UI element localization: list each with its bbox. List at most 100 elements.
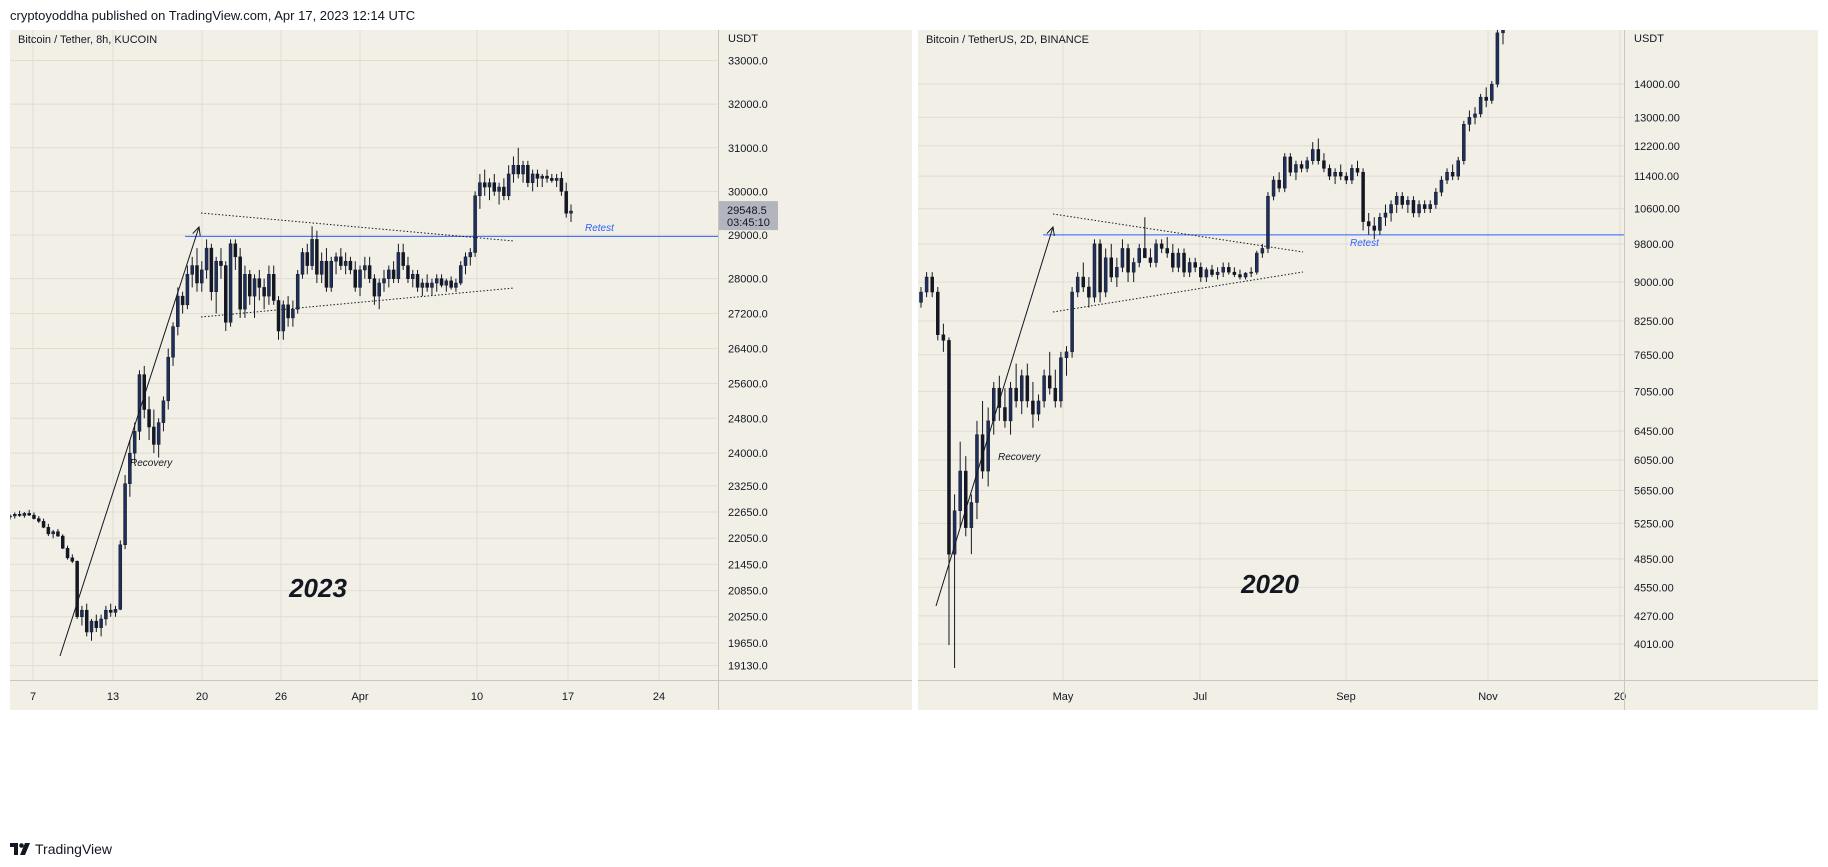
candle-body	[1467, 117, 1472, 125]
chart-2023[interactable]: 19130.0 19650.0 20250.0 20850.0 21450.0 22050…	[10, 30, 912, 830]
y-tick-label: 11400.00	[1634, 171, 1679, 183]
candle-body	[80, 609, 84, 617]
candle	[32, 512, 36, 520]
candle-body	[420, 282, 425, 288]
candle	[343, 252, 348, 275]
last-price-box	[719, 201, 778, 231]
price-axis-area	[718, 30, 912, 680]
triangle-trendline	[1052, 213, 1304, 253]
candle-body	[530, 173, 535, 183]
candle-body	[51, 531, 55, 535]
candle	[1159, 239, 1164, 254]
candle-body	[1439, 179, 1444, 193]
candle	[478, 173, 482, 209]
candle	[1501, 30, 1505, 45]
candle	[1193, 257, 1197, 273]
candle-body	[958, 470, 962, 511]
y-tick-label: 29000.0	[728, 230, 768, 242]
candle-body	[185, 274, 190, 306]
candle	[1394, 192, 1399, 213]
candle-body	[502, 186, 506, 197]
candle-body	[348, 260, 353, 271]
candle-body	[123, 483, 127, 546]
candle-body	[1445, 171, 1449, 181]
candle	[1137, 243, 1141, 268]
candle	[492, 173, 497, 196]
candle-body	[1434, 191, 1438, 205]
candle	[200, 261, 204, 292]
candle	[1450, 164, 1455, 181]
candle	[1064, 346, 1069, 376]
candle-body	[209, 247, 214, 292]
y-tick-label: 20850.0	[728, 586, 768, 598]
candle	[430, 278, 434, 297]
candle-body	[986, 420, 990, 472]
candle-body	[550, 178, 554, 181]
candle-body	[1215, 271, 1220, 275]
candle	[1070, 286, 1074, 358]
candle	[281, 300, 286, 340]
currency-label: USDT	[728, 33, 758, 45]
candle	[415, 269, 420, 292]
y-tick-label: 22050.0	[728, 533, 768, 545]
candle	[372, 274, 377, 305]
candle	[1260, 243, 1265, 258]
y-tick-label: 9000.00	[1634, 277, 1674, 289]
chart-panel-2023[interactable]: 19130.0 19650.0 20250.0 20850.0 21450.0 22050…	[10, 30, 912, 830]
candle-body	[1131, 262, 1136, 273]
candle-body	[1361, 171, 1365, 222]
candle-body	[521, 164, 525, 175]
tradingview-brand[interactable]: TradingView	[10, 841, 112, 857]
candle-body	[1383, 212, 1388, 218]
candle	[1087, 277, 1091, 308]
candle-body	[46, 527, 51, 535]
candle-body	[1406, 200, 1410, 205]
chart-2020[interactable]: 4010.00 4270.00 4550.00 4850.00 5250.00 5650.…	[918, 30, 1818, 830]
candle-body	[156, 422, 161, 445]
candle	[348, 256, 353, 275]
candle	[1227, 262, 1231, 275]
candle	[406, 256, 410, 284]
candle-body	[516, 164, 521, 175]
y-tick-label: 13000.00	[1634, 112, 1680, 124]
candle	[1148, 248, 1153, 268]
candle-body	[1042, 375, 1046, 402]
candle	[1422, 200, 1427, 213]
candle-body	[1092, 243, 1097, 298]
candle	[1059, 351, 1063, 408]
candle-body	[545, 175, 549, 179]
candle-body	[329, 260, 334, 288]
candle	[367, 256, 372, 284]
candle	[51, 529, 55, 539]
y-tick-label: 23250.0	[728, 481, 768, 493]
candle	[986, 407, 990, 487]
candle-body	[511, 164, 516, 175]
currency-label: USDT	[1634, 33, 1664, 45]
candle-body	[324, 260, 329, 288]
y-tick-label: 4010.00	[1634, 639, 1674, 651]
candle-body	[1075, 276, 1080, 293]
candle	[439, 274, 444, 288]
candle	[65, 545, 70, 560]
recovery-label: Recovery	[998, 452, 1041, 463]
chart-panel-2020[interactable]: 4010.00 4270.00 4550.00 4850.00 5250.00 5650.…	[918, 30, 1818, 830]
candle-body	[1255, 252, 1259, 273]
candle-body	[200, 269, 204, 284]
candle	[526, 160, 530, 188]
candle	[559, 171, 564, 196]
candle-body	[1165, 248, 1169, 254]
candle-body	[13, 513, 17, 517]
time-axis-area	[10, 680, 912, 710]
candle-body	[1031, 400, 1035, 415]
candle	[463, 252, 468, 275]
candle-body	[1171, 252, 1175, 268]
candle	[1131, 257, 1136, 282]
candle	[1294, 160, 1298, 181]
candle	[84, 603, 89, 637]
candle	[1115, 257, 1119, 287]
price-axis-area	[1624, 30, 1818, 680]
candle-body	[1271, 179, 1276, 197]
candle-body	[84, 609, 89, 633]
candle	[329, 256, 334, 292]
y-tick-label: 4270.00	[1634, 611, 1674, 623]
